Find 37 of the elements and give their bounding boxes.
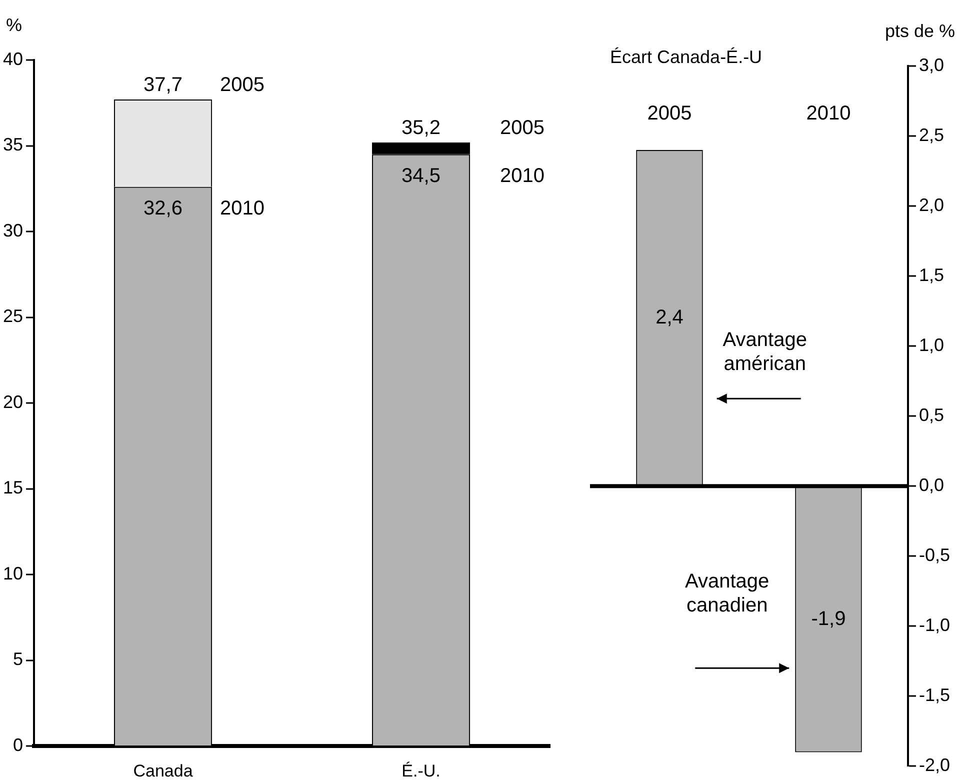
series-label: 2010	[220, 197, 265, 220]
y-tick-label: -1,5	[918, 685, 950, 706]
annotation: Avantage canadien	[685, 570, 770, 617]
y-tick-label: 3,0	[918, 54, 944, 75]
y-tick-label: 0,0	[918, 475, 944, 496]
chart-title: Écart Canada-É.-U	[610, 46, 762, 67]
y-tick-label: 1,5	[918, 265, 944, 286]
series-label: 2005	[220, 74, 265, 96]
y-tick-label: 15	[2, 478, 24, 498]
y-tick-label: 20	[2, 392, 24, 412]
y-tick-label: 35	[2, 134, 24, 155]
y-axis-title: %	[6, 14, 22, 35]
y-tick-label: 2,0	[918, 195, 944, 216]
y-tick-label: -0,5	[918, 545, 950, 566]
x-tick-label: É.-U.	[402, 762, 440, 780]
y-tick-label: -1,0	[918, 615, 950, 636]
data-label: 2,4	[656, 306, 684, 328]
data-label: -1,9	[811, 608, 846, 630]
total-label: 37,7	[144, 74, 182, 96]
category-label: 2010	[500, 164, 545, 187]
y-tick-label: 5	[13, 649, 24, 670]
total-label: 35,2	[402, 116, 440, 139]
y-tick-label: 25	[2, 306, 24, 326]
y-tick-label: -2,0	[918, 755, 950, 776]
data-label: 34,5	[402, 164, 440, 187]
data-label: 32,6	[144, 197, 182, 220]
y-tick-label: 40	[2, 48, 24, 69]
y-tick-label: 1,0	[918, 335, 944, 356]
annotation: Avantage américan	[722, 329, 807, 376]
y-tick-label: 30	[2, 220, 24, 240]
y-tick-label: 0,5	[918, 405, 944, 426]
category-label: 2005	[500, 116, 545, 139]
y-tick-label: 10	[2, 563, 24, 584]
x-tick-label: Canada	[133, 762, 194, 780]
y-tick-label: 2,5	[918, 124, 944, 145]
y-tick-label: 0	[13, 734, 24, 755]
y-axis-title: pts de %	[884, 20, 955, 41]
